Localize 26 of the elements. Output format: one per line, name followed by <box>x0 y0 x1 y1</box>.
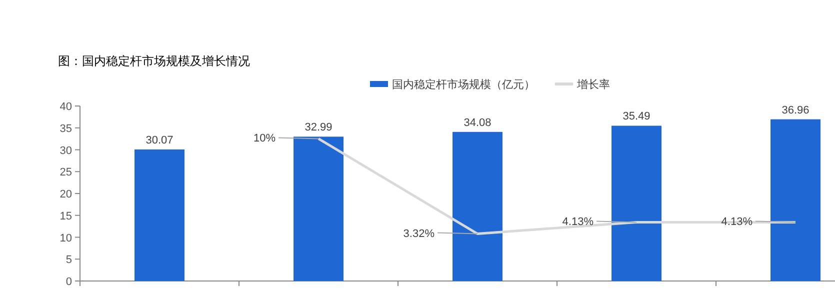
y-tick-label: 20 <box>60 188 72 200</box>
y-tick-label: 0 <box>66 276 72 288</box>
y-tick-label: 10 <box>60 232 72 244</box>
data-label: 32.99 <box>304 122 332 134</box>
bar <box>612 126 662 281</box>
bar <box>294 136 344 281</box>
data-label: 10% <box>253 132 276 145</box>
data-label: 30.07 <box>146 134 174 146</box>
bar <box>452 132 502 281</box>
y-tick-label: 15 <box>60 210 72 222</box>
data-label: 36.96 <box>782 104 810 116</box>
y-tick-label: 40 <box>60 101 72 113</box>
data-label: 4.13% <box>562 216 594 228</box>
data-label: 3.32% <box>403 228 435 240</box>
data-label: 4.13% <box>721 216 753 228</box>
bar <box>134 149 184 281</box>
legend-label: 国内稳定杆市场规模（亿元） <box>392 78 535 91</box>
bar <box>770 119 820 281</box>
y-tick-label: 5 <box>66 254 72 266</box>
data-label: 35.49 <box>622 110 650 123</box>
legend-label: 增长率 <box>576 78 610 91</box>
y-tick-label: 30 <box>60 144 72 157</box>
y-tick-label: 35 <box>60 122 72 135</box>
data-label: 34.08 <box>464 116 492 129</box>
chart-title: 图：国内稳定杆市场规模及增长情况 <box>58 54 250 68</box>
y-tick-label: 25 <box>60 166 72 179</box>
